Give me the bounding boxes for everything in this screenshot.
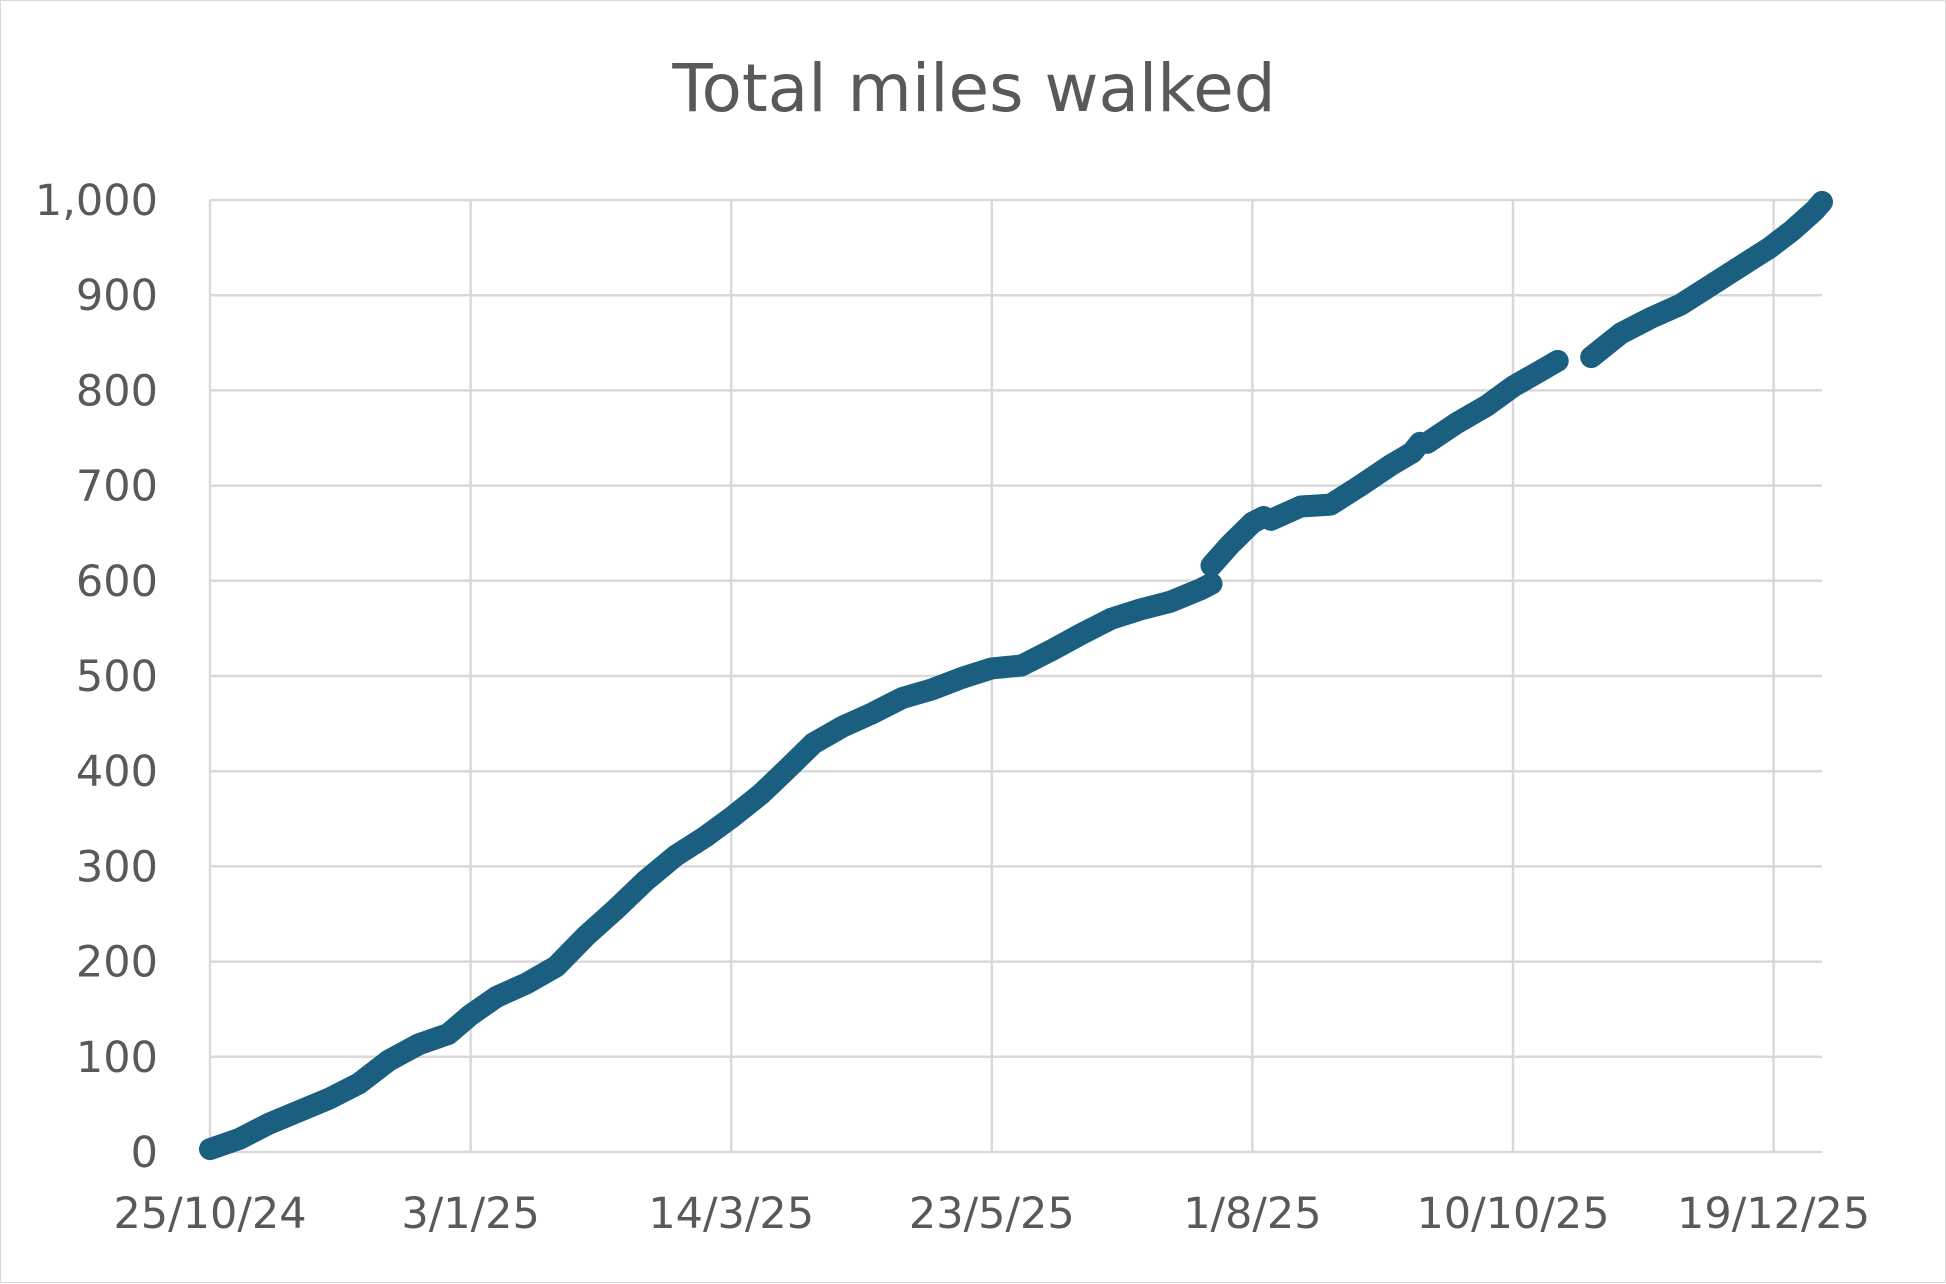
series-line-segment [199, 572, 1223, 1161]
x-tick-label: 23/5/25 [909, 1189, 1075, 1239]
chart-title: Total miles walked [671, 50, 1275, 127]
series-line-segment [1580, 190, 1833, 369]
y-tick-label: 800 [76, 366, 158, 416]
y-tick-label: 0 [131, 1128, 158, 1178]
x-axis-ticks: 25/10/24 3/1/25 14/3/25 23/5/25 1/8/25 10/10/… [113, 1189, 1870, 1239]
x-tick-label: 1/8/25 [1183, 1189, 1321, 1239]
y-tick-label: 700 [76, 462, 158, 512]
x-tick-label: 3/1/25 [401, 1189, 539, 1239]
x-tick-label: 14/3/25 [648, 1189, 814, 1239]
series-miles [199, 190, 1833, 1161]
series-line-segment [1200, 506, 1275, 577]
x-tick-label: 25/10/24 [113, 1189, 306, 1239]
x-tick-label: 10/10/25 [1416, 1189, 1609, 1239]
y-tick-label: 400 [76, 747, 158, 797]
y-tick-label: 500 [76, 652, 158, 702]
y-tick-label: 1,000 [35, 176, 158, 226]
series-line-segment [1416, 349, 1569, 454]
y-tick-label: 600 [76, 557, 158, 607]
y-tick-label: 200 [76, 938, 158, 988]
series-line-segment [1260, 431, 1431, 531]
y-axis-ticks: 0 100 200 300 400 500 600 700 800 900 1,000 [35, 176, 158, 1178]
x-tick-label: 19/12/25 [1677, 1189, 1870, 1239]
y-tick-label: 100 [76, 1033, 158, 1083]
y-tick-label: 900 [76, 271, 158, 321]
y-tick-label: 300 [76, 842, 158, 892]
